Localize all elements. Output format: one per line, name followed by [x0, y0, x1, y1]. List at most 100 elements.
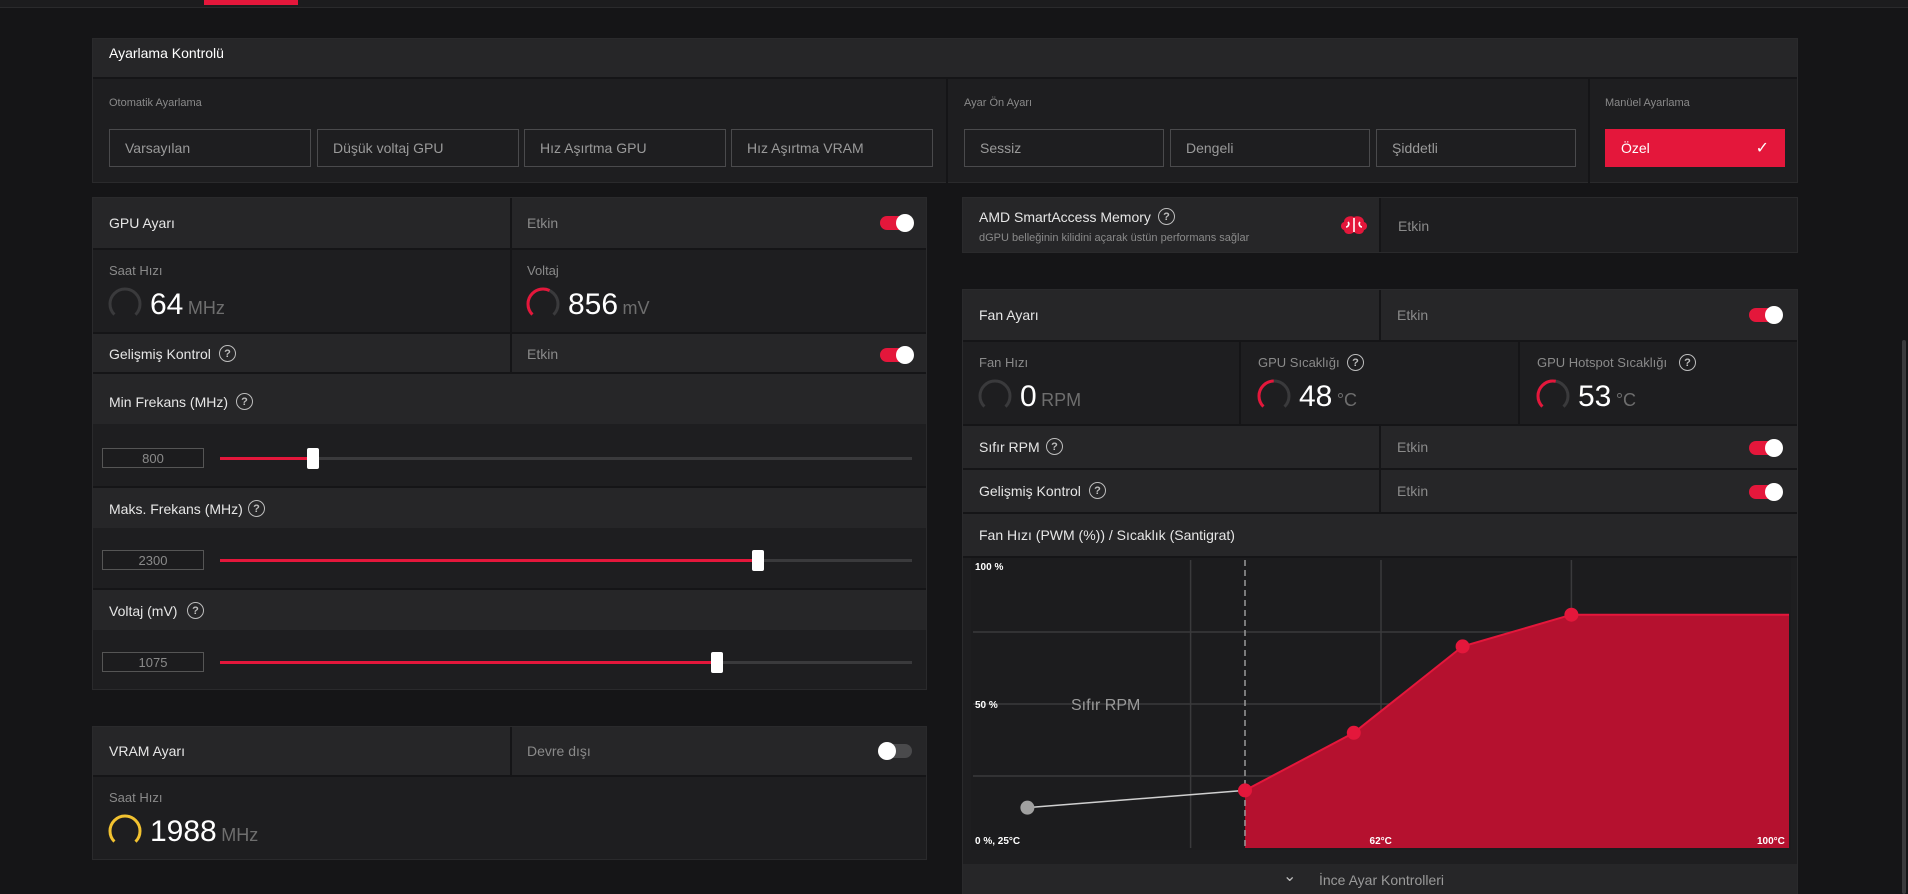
max-freq-slider[interactable]: [220, 550, 912, 571]
gpu-clock-readout: 64 MHz: [150, 288, 225, 322]
max-freq-header: [93, 488, 926, 528]
max-freq-slider-thumb[interactable]: [752, 550, 765, 571]
custom-button-label: Özel: [1621, 140, 1650, 156]
help-icon[interactable]: ?: [1347, 354, 1364, 371]
divider: [93, 77, 1797, 79]
divider: [963, 424, 1797, 426]
smart-access-panel: AMD SmartAccess Memory ? dGPU belleğinin…: [962, 197, 1798, 253]
fan-curve-point[interactable]: [1455, 639, 1470, 654]
gpu-temp-value: 48: [1299, 380, 1333, 413]
gpu-temp-gauge: [1257, 379, 1291, 413]
fan-curve-point[interactable]: [1564, 607, 1579, 622]
overclock-vram-button[interactable]: Hız Aşırtma VRAM: [731, 129, 933, 167]
hotspot-temp-label: GPU Hotspot Sıcaklığı: [1537, 355, 1668, 370]
fan-speed-unit: RPM: [1041, 390, 1082, 410]
gpu-voltage-label: Voltaj: [527, 263, 559, 278]
divider: [1518, 342, 1520, 424]
fan-curve-chart[interactable]: 100 % 50 % 0 %, 25°C 62°C 100°C Sıfır RP…: [971, 558, 1791, 850]
scrollbar[interactable]: [1902, 340, 1906, 894]
hotspot-temp-gauge: [1536, 379, 1570, 413]
voltage-slider-label: Voltaj (mV): [109, 603, 178, 619]
gpu-advanced-toggle[interactable]: [880, 346, 914, 364]
fan-advanced-status: Etkin: [1397, 483, 1429, 499]
max-freq-input[interactable]: 2300: [102, 550, 204, 570]
voltage-input[interactable]: 1075: [102, 652, 204, 672]
gpu-voltage-value: 856: [568, 288, 619, 321]
vram-tuning-panel: VRAM Ayarı Devre dışı Saat Hızı 1988 MHz: [92, 726, 927, 860]
help-icon[interactable]: ?: [1046, 438, 1063, 455]
gpu-tuning-status: Etkin: [527, 215, 559, 231]
vram-clock-unit: MHz: [221, 825, 259, 845]
divider: [510, 198, 512, 332]
default-preset-button[interactable]: Varsayılan: [109, 129, 311, 167]
gpu-temp-unit: °C: [1336, 390, 1358, 410]
overclock-gpu-button[interactable]: Hız Aşırtma GPU: [524, 129, 726, 167]
min-freq-slider[interactable]: [220, 448, 912, 469]
chevron-down-icon[interactable]: ⌄: [1283, 868, 1297, 885]
help-icon[interactable]: ?: [219, 345, 236, 362]
min-freq-slider-fill: [220, 457, 314, 460]
vram-tuning-toggle[interactable]: [878, 742, 912, 760]
gpu-advanced-status: Etkin: [527, 346, 559, 362]
divider: [510, 727, 512, 775]
y-axis-mid-label: 50 %: [975, 700, 998, 711]
divider: [1239, 342, 1241, 424]
divider: [1588, 79, 1590, 183]
help-icon[interactable]: ?: [236, 393, 253, 410]
help-icon[interactable]: ?: [187, 602, 204, 619]
gpu-tuning-panel: GPU Ayarı Etkin Saat Hızı 64 MHz Voltaj …: [92, 197, 927, 690]
divider: [93, 588, 926, 590]
gpu-voltage-unit: mV: [622, 298, 650, 318]
gpu-tuning-title: GPU Ayarı: [109, 215, 175, 231]
divider: [93, 486, 926, 488]
voltage-slider-header: [93, 590, 926, 630]
fan-curve-point[interactable]: [1238, 783, 1252, 798]
help-icon[interactable]: ?: [248, 500, 265, 517]
vram-tuning-status: Devre dışı: [527, 743, 591, 759]
help-icon[interactable]: ?: [1089, 482, 1106, 499]
undervolt-gpu-button[interactable]: Düşük voltaj GPU: [317, 129, 519, 167]
fan-advanced-toggle[interactable]: [1749, 483, 1783, 501]
fan-tuning-toggle[interactable]: [1749, 306, 1783, 324]
smart-access-header: [963, 198, 1379, 252]
voltage-slider[interactable]: [220, 652, 912, 673]
hotspot-temp-readout: 53 °C: [1578, 380, 1636, 414]
x-axis-mid-label: 62°C: [1370, 836, 1392, 847]
divider: [93, 372, 926, 374]
min-freq-slider-thumb[interactable]: [307, 448, 320, 469]
smart-access-title: AMD SmartAccess Memory: [979, 209, 1151, 225]
zero-rpm-toggle[interactable]: [1749, 439, 1783, 457]
vram-clock-gauge: [108, 814, 142, 848]
min-freq-input[interactable]: 800: [102, 448, 204, 468]
manual-tuning-label: Manüel Ayarlama: [1605, 97, 1690, 109]
max-freq-slider-fill: [220, 559, 759, 562]
voltage-slider-thumb[interactable]: [710, 652, 723, 673]
x-axis-max-label: 100°C: [1757, 836, 1785, 847]
gpu-advanced-label: Gelişmiş Kontrol: [109, 346, 211, 362]
rage-preset-button[interactable]: Şiddetli: [1376, 129, 1576, 167]
hotspot-temp-value: 53: [1578, 380, 1612, 413]
divider: [963, 556, 1797, 558]
fan-advanced-label: Gelişmiş Kontrol: [979, 483, 1081, 499]
fan-tuning-status: Etkin: [1397, 307, 1429, 323]
vram-clock-value: 1988: [150, 815, 217, 848]
active-tab-indicator: [204, 0, 298, 5]
fan-speed-gauge: [978, 379, 1012, 413]
help-icon[interactable]: ?: [1158, 208, 1175, 225]
fan-curve-header: [963, 514, 1797, 556]
fine-tune-row[interactable]: [963, 864, 1797, 894]
gpu-clock-value: 64: [150, 288, 184, 321]
custom-tuning-button[interactable]: Özel ✓: [1605, 129, 1785, 167]
auto-tuning-label: Otomatik Ayarlama: [109, 97, 202, 109]
help-icon[interactable]: ?: [1679, 354, 1696, 371]
balanced-preset-button[interactable]: Dengeli: [1170, 129, 1370, 167]
fine-tune-label[interactable]: İnce Ayar Kontrolleri: [1319, 872, 1445, 888]
gpu-clock-label: Saat Hızı: [109, 263, 163, 278]
divider: [963, 340, 1797, 342]
quiet-preset-button[interactable]: Sessiz: [964, 129, 1164, 167]
fan-curve-point[interactable]: [1346, 725, 1361, 740]
gpu-temp-label: GPU Sıcaklığı: [1258, 355, 1340, 370]
gpu-tuning-toggle[interactable]: [880, 214, 914, 232]
zero-rpm-point: [1020, 800, 1035, 815]
fan-curve-points[interactable]: [1020, 607, 1579, 815]
